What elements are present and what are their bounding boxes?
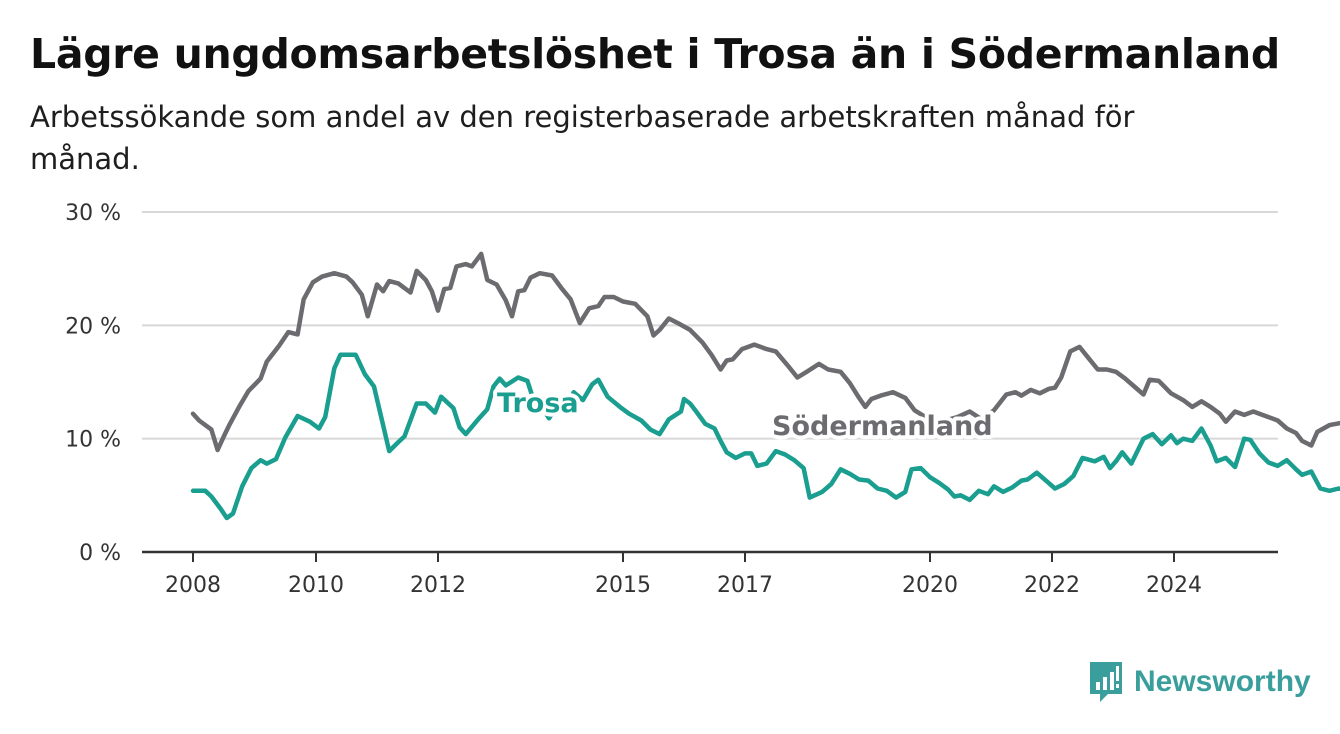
newsworthy-logo-icon (1090, 662, 1122, 702)
series-line-sodermanland (190, 251, 1340, 453)
series-label-trosa: Trosa (497, 388, 579, 419)
y-tick-label: 0 % (79, 541, 121, 566)
y-tick-label: 20 % (65, 314, 121, 339)
series-label-sodermanland: Södermanland (772, 411, 993, 442)
x-tick-label: 2008 (165, 573, 221, 598)
y-tick-label: 30 % (65, 201, 121, 226)
chart-subtitle: Arbetssökande som andel av den registerb… (30, 100, 1135, 176)
x-tick-label: 2015 (595, 573, 651, 598)
x-tick-label: 2024 (1146, 573, 1202, 598)
x-tick-label: 2022 (1024, 573, 1080, 598)
brand: Newsworthy (1088, 660, 1311, 704)
x-tick-label: 2012 (410, 573, 466, 598)
series-line-trosa (190, 352, 1340, 521)
y-tick-label: 10 % (65, 428, 121, 453)
brand-name: Newsworthy (1134, 665, 1311, 698)
series-label-sodermanland-halo: Södermanland (772, 411, 993, 442)
x-tick-label: 2017 (717, 573, 773, 598)
x-tick-label: 2010 (288, 573, 344, 598)
x-tick-label: 2020 (902, 573, 958, 598)
series-label-trosa-halo: Trosa (497, 388, 579, 419)
line-chart: 0 % 10 % 20 % 30 % 2008 2010 2012 2015 2017 2020 2… (65, 201, 1340, 598)
chart-title: Lägre ungdomsarbetslöshet i Trosa än i S… (30, 30, 1280, 78)
